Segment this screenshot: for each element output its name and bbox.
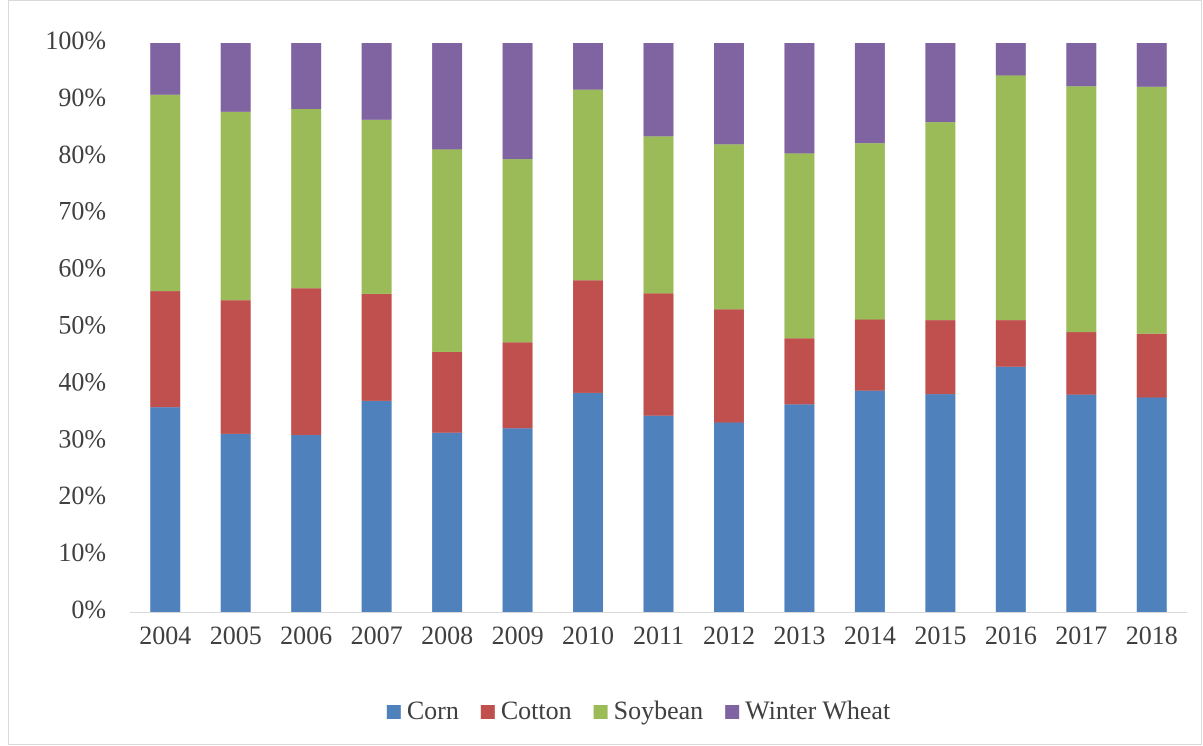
legend-label: Winter Wheat (745, 696, 891, 725)
y-tick-label: 70% (58, 197, 106, 226)
bar-segment (361, 400, 392, 612)
bar-segment (1066, 394, 1097, 612)
bar-segment (150, 43, 181, 95)
bar-segment (713, 144, 744, 310)
bar-segment (784, 404, 815, 612)
y-tick-label: 100% (45, 26, 106, 55)
x-tick-label: 2016 (985, 621, 1037, 650)
bar-segment (1136, 43, 1167, 87)
bar-segment (432, 149, 463, 352)
y-tick-label: 30% (58, 424, 106, 453)
bar-segment (432, 351, 463, 433)
y-tick-label: 0% (71, 595, 106, 624)
y-tick-label: 20% (58, 481, 106, 510)
legend-swatch (725, 705, 740, 719)
bar-segment (784, 43, 815, 154)
x-tick-label: 2004 (139, 621, 191, 650)
bar-segment (854, 390, 885, 612)
bar-segment (1066, 332, 1097, 395)
bar-segment (432, 432, 463, 612)
legend-swatch (386, 705, 401, 719)
x-tick-label: 2006 (280, 621, 332, 650)
bar-segment (995, 366, 1026, 612)
bar-segment (150, 94, 181, 292)
bar-segment (573, 280, 604, 393)
x-tick-label: 2011 (633, 621, 684, 650)
bar-segment (713, 309, 744, 423)
bar-segment (784, 338, 815, 405)
bar-segment (502, 43, 533, 160)
bar-segment (925, 320, 956, 395)
bar-segment (854, 43, 885, 144)
x-tick-label: 2005 (210, 621, 262, 650)
bar-segment (995, 75, 1026, 321)
bar-segment (1136, 333, 1167, 398)
bar-segment (1066, 43, 1097, 87)
x-tick-label: 2010 (562, 621, 614, 650)
bar-segment (291, 435, 322, 612)
legend-swatch (593, 705, 608, 719)
bar-segment (361, 293, 392, 401)
bar-segment (995, 43, 1026, 76)
bar-segment (291, 288, 322, 436)
bar-segment (361, 119, 392, 294)
legend-swatch (480, 705, 495, 719)
legend-label: Corn (407, 696, 459, 725)
y-tick-label: 90% (58, 83, 106, 112)
bar-segment (291, 43, 322, 110)
y-tick-label: 40% (58, 367, 106, 396)
bar-segment (713, 422, 744, 612)
bar-segment (784, 153, 815, 339)
legend-label: Soybean (614, 696, 704, 725)
x-tick-label: 2017 (1055, 621, 1107, 650)
bar-segment (925, 122, 956, 321)
x-tick-label: 2014 (844, 621, 896, 650)
x-tick-label: 2008 (421, 621, 473, 650)
y-tick-label: 10% (58, 538, 106, 567)
bar-segment (854, 143, 885, 320)
bar-segment (502, 428, 533, 612)
bar-segment (713, 43, 744, 145)
legend-label: Cotton (501, 696, 572, 725)
x-tick-label: 2015 (914, 621, 966, 650)
x-tick-label: 2009 (492, 621, 544, 650)
x-tick-label: 2018 (1126, 621, 1178, 650)
bar-segment (432, 43, 463, 150)
bar-segment (150, 407, 181, 612)
bar-segment (643, 136, 674, 294)
bar-segment (573, 43, 604, 90)
bar-segment (361, 43, 392, 120)
y-tick-label: 80% (58, 140, 106, 169)
bar-segment (643, 43, 674, 137)
y-tick-label: 50% (58, 310, 106, 339)
x-tick-label: 2013 (773, 621, 825, 650)
bar-segment (1136, 86, 1167, 334)
bar-segment (1066, 86, 1097, 333)
bar-segment (643, 293, 674, 416)
bar-segment (220, 433, 251, 612)
bar-segment (854, 319, 885, 391)
bar-segment (573, 89, 604, 281)
bar-segment (1136, 397, 1167, 612)
bar-segment (502, 159, 533, 343)
y-tick-label: 60% (58, 254, 106, 283)
bar-segment (643, 415, 674, 612)
bar-segment (573, 392, 604, 612)
x-tick-label: 2007 (351, 621, 403, 650)
bar-segment (502, 342, 533, 429)
x-tick-label: 2012 (703, 621, 755, 650)
bar-segment (925, 43, 956, 123)
bar-segment (995, 320, 1026, 367)
bar-segment (291, 109, 322, 289)
bar-segment (220, 300, 251, 434)
bar-segment (150, 291, 181, 408)
bar-segment (220, 111, 251, 301)
bar-segment (220, 43, 251, 112)
bar-segment (925, 394, 956, 612)
